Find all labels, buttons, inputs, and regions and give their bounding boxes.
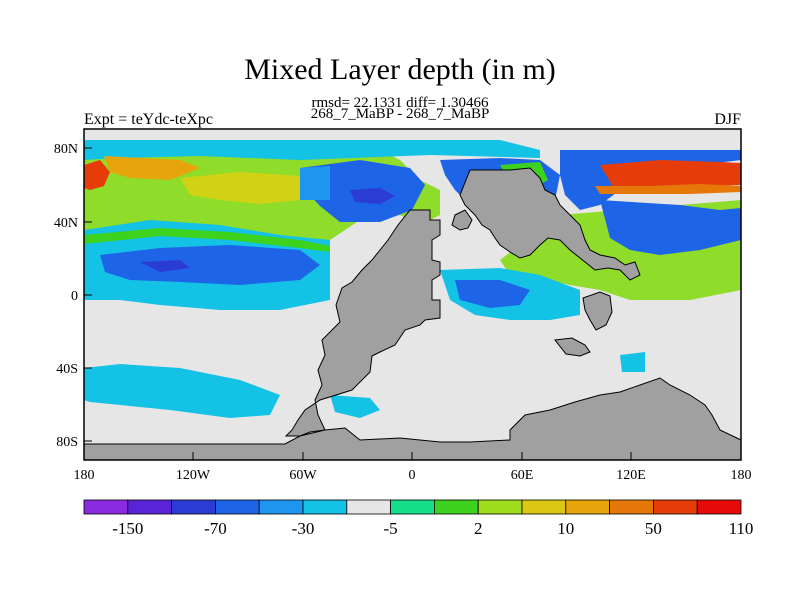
land-maritime-continent [554,337,591,357]
colorbar-box [653,499,698,515]
y-tick-label: 40S [56,362,78,377]
colorbar-label: 50 [645,519,662,538]
colorbar-label: -5 [384,519,398,538]
stats-line: rmsd= 22.1331 diff= 1.30466 [311,95,489,111]
colorbar-box [521,499,567,515]
colorbar-box [127,499,173,515]
colorbar-box [433,499,479,515]
tropical-pacific-blue [100,245,320,285]
land-americas [284,209,441,437]
colorbar-label: -150 [112,519,143,538]
north-pacific-deepblue [350,188,395,204]
tropical-pacific-deepblue [140,260,190,272]
colorbar-box [565,499,610,515]
x-tick-label: 120E [616,468,646,483]
plot-title: Mixed Layer depth (in m) [244,53,556,86]
x-tick-label: 60W [289,468,317,483]
indian-ocean-cyan [620,352,645,372]
south-pacific-cyan [84,364,280,418]
colorbar-box [390,499,435,515]
colorbar-label: 110 [729,519,754,538]
colorbar-label: 10 [557,519,574,538]
colorbar-box [302,499,348,515]
map-panel: 80N 40N 0 40S 80S 180 120W 60W 0 60E 120… [54,128,752,483]
south-atlantic-cyan [330,395,380,418]
tropical-pacific-green-line [84,228,330,252]
land-australia [582,291,613,331]
north-pacific-lightblue-ring [300,166,330,200]
east-tropical-blue [600,200,741,255]
x-tick-labels: 180 120W 60W 0 60E 120E 180 [74,468,752,483]
north-yellow-patch [180,172,320,204]
land-africa-eurasia [459,167,641,281]
season-label: DJF [714,111,741,128]
x-tick-label: 120W [176,468,211,483]
east-north-pacific-orange-edge [595,184,741,194]
colorbar: -150 -70 -30 -5 2 10 50 110 [83,499,753,538]
y-tick-label: 0 [71,289,78,304]
experiment-label: Expt = teYdc-teXpc [84,111,213,128]
colorbar-box [696,499,742,515]
x-tick-label: 60E [511,468,534,483]
y-tick-labels: 80N 40N 0 40S 80S [54,142,78,450]
colorbar-box [171,499,216,515]
north-pacific-red [84,160,110,190]
x-tick-label: 180 [74,468,95,483]
east-tropical-blue-2 [455,280,530,308]
land-antarctica [83,377,742,461]
colorbar-box [346,499,391,515]
plot-subtitle: 268_7_MaBP - 268_7_MaBP [310,106,490,122]
north-pacific-orange [104,156,200,180]
y-tick-label: 80S [56,435,78,450]
colorbar-box [83,499,129,515]
land-europe-north [451,209,473,231]
colorbar-box [214,499,260,515]
colorbar-box [609,499,654,515]
y-tick-label: 40N [54,216,78,231]
colorbar-box [258,499,304,515]
east-north-pacific-red [600,160,741,190]
y-tick-label: 80N [54,142,78,157]
colorbar-labels: -150 -70 -30 -5 2 10 50 110 [112,519,753,538]
arctic-cyan-band [84,140,540,160]
x-tick-label: 0 [409,468,416,483]
tick-marks [83,147,742,460]
colorbar-label: -70 [204,519,227,538]
colorbar-label: -30 [292,519,315,538]
colorbar-boxes [83,499,742,515]
x-tick-label: 180 [731,468,752,483]
colorbar-label: 2 [474,519,483,538]
colorbar-box [477,499,523,515]
